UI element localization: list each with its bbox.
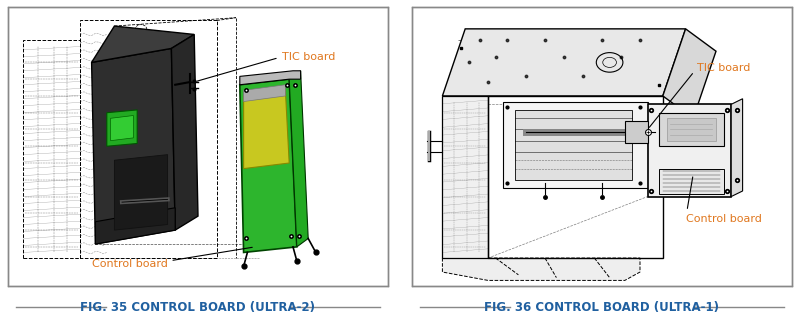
Polygon shape bbox=[91, 26, 194, 62]
Polygon shape bbox=[171, 34, 198, 230]
Polygon shape bbox=[666, 118, 716, 141]
Polygon shape bbox=[442, 29, 686, 96]
Polygon shape bbox=[648, 104, 731, 197]
Polygon shape bbox=[95, 208, 175, 244]
Polygon shape bbox=[503, 101, 648, 188]
Polygon shape bbox=[110, 115, 134, 141]
Polygon shape bbox=[662, 29, 716, 118]
Polygon shape bbox=[514, 110, 632, 180]
Polygon shape bbox=[243, 85, 286, 101]
Text: TIC board: TIC board bbox=[197, 52, 335, 81]
Text: Control board: Control board bbox=[686, 177, 762, 224]
Polygon shape bbox=[290, 71, 308, 247]
Text: FIG. 36 CONTROL BOARD (ULTRA-1): FIG. 36 CONTROL BOARD (ULTRA-1) bbox=[485, 301, 719, 314]
Polygon shape bbox=[243, 90, 290, 169]
Polygon shape bbox=[659, 113, 723, 146]
Polygon shape bbox=[442, 96, 488, 258]
Polygon shape bbox=[114, 155, 168, 230]
Polygon shape bbox=[240, 71, 301, 85]
Polygon shape bbox=[659, 169, 723, 194]
Text: Control board: Control board bbox=[91, 247, 252, 269]
Text: FIG. 35 CONTROL BOARD (ULTRA-2): FIG. 35 CONTROL BOARD (ULTRA-2) bbox=[81, 301, 315, 314]
Text: TIC board: TIC board bbox=[650, 63, 750, 127]
Polygon shape bbox=[625, 121, 648, 143]
Polygon shape bbox=[91, 48, 175, 244]
Polygon shape bbox=[107, 110, 138, 146]
Polygon shape bbox=[240, 79, 297, 253]
Polygon shape bbox=[442, 258, 640, 280]
Polygon shape bbox=[731, 99, 742, 197]
